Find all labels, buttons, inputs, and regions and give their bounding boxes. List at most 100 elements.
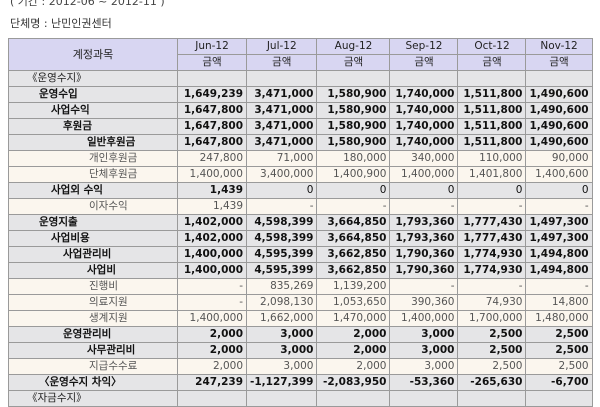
amount-cell: 3,471,000 — [245, 86, 318, 103]
amount-cell: 1,497,300 — [525, 230, 593, 247]
amount-cell: 0 — [389, 182, 459, 199]
amount-cell: 1,511,800 — [457, 134, 527, 151]
amount-cell — [316, 70, 391, 87]
amount-cell: 3,000 — [389, 358, 459, 375]
table-row: 생계지원 1,400,000 1,662,000 1,470,000 1,400,000… — [8, 310, 593, 327]
amount-cell: 1,402,000 — [177, 230, 247, 247]
amount-cell: 71,000 — [245, 150, 318, 167]
table-row: 《자금수지》 — [8, 390, 593, 407]
amount-cell: 3,000 — [245, 342, 318, 359]
account-label: 사무관리비 — [8, 342, 178, 359]
amount-cell — [457, 390, 527, 407]
account-label: 〈운영수지 차익〉 — [8, 374, 178, 391]
account-label: 이자수익 — [8, 198, 178, 215]
amount-cell: 1,740,000 — [389, 86, 459, 103]
account-label: 후원금 — [8, 118, 178, 135]
amount-cell: 2,000 — [177, 342, 247, 359]
amount-cell: 1,494,800 — [525, 246, 593, 263]
amount-cell: 1,580,900 — [316, 86, 391, 103]
amount-cell — [389, 70, 459, 87]
table-row: 운영지출 1,402,000 4,598,399 3,664,850 1,793,360… — [8, 214, 593, 231]
amount-header: 금액 — [389, 54, 459, 71]
amount-cell: 1,400,000 — [177, 262, 247, 279]
table-row: 사업수익 1,647,800 3,471,000 1,580,900 1,740,000… — [8, 102, 593, 119]
amount-cell: 3,400,000 — [245, 166, 318, 183]
amount-cell: 247,239 — [177, 374, 247, 391]
period-label: ( 기간 : 2012-06 ~ 2012-11 ) — [10, 0, 165, 8]
amount-cell: 2,500 — [525, 342, 593, 359]
amount-cell: - — [177, 294, 247, 311]
amount-cell: 1,511,800 — [457, 102, 527, 119]
table-row: 〈운영수지 차익〉 247,239 -1,127,399 -2,083,950 -53,… — [8, 374, 593, 391]
amount-cell: 1,439 — [177, 182, 247, 199]
amount-cell: 1,400,000 — [389, 310, 459, 327]
amount-cell: 14,800 — [525, 294, 593, 311]
amount-cell: 1,511,800 — [457, 86, 527, 103]
amount-cell: - — [177, 278, 247, 295]
amount-cell: 835,269 — [245, 278, 318, 295]
table-row: 사업외 수익 1,439 0 0 0 0 0 — [8, 182, 593, 199]
amount-cell: 1,649,239 — [177, 86, 247, 103]
amount-cell: 1,740,000 — [389, 102, 459, 119]
amount-cell: - — [389, 198, 459, 215]
amount-cell: 0 — [525, 182, 593, 199]
amount-cell: 1,790,360 — [389, 246, 459, 263]
amount-cell: 1,139,200 — [316, 278, 391, 295]
amount-cell: 1,494,800 — [525, 262, 593, 279]
amount-cell: 1,662,000 — [245, 310, 318, 327]
amount-cell: 4,595,399 — [245, 262, 318, 279]
account-label: 단체후원금 — [8, 166, 178, 183]
organization-label: 단체명 : 난민인권센터 — [10, 17, 112, 30]
account-label: 의료지원 — [8, 294, 178, 311]
amount-cell: 180,000 — [316, 150, 391, 167]
amount-cell: - — [389, 278, 459, 295]
account-label: 사업외 수익 — [8, 182, 178, 199]
amount-cell — [525, 70, 593, 87]
amount-cell: 2,098,130 — [245, 294, 318, 311]
amount-cell: 247,800 — [177, 150, 247, 167]
amount-cell: 2,500 — [525, 326, 593, 343]
amount-cell: 1,470,000 — [316, 310, 391, 327]
month-header: Sep-12 — [389, 38, 459, 55]
amount-cell: 3,471,000 — [245, 118, 318, 135]
amount-cell: -53,360 — [389, 374, 459, 391]
amount-cell: 90,000 — [525, 150, 593, 167]
table-row: 의료지원 -2,098,130 1,053,650 390,360 74,930 14,8… — [8, 294, 593, 311]
account-label: 《운영수지》 — [8, 70, 178, 87]
amount-cell: 3,471,000 — [245, 134, 318, 151]
amount-cell: 3,471,000 — [245, 102, 318, 119]
amount-cell: 3,000 — [389, 326, 459, 343]
amount-cell: 0 — [245, 182, 318, 199]
amount-cell: 1,790,360 — [389, 262, 459, 279]
amount-cell: 1,580,900 — [316, 102, 391, 119]
amount-cell: 1,774,930 — [457, 262, 527, 279]
account-label: 생계지원 — [8, 310, 178, 327]
amount-cell: 1,490,600 — [525, 102, 593, 119]
amount-cell — [525, 390, 593, 407]
account-label: 지급수수료 — [8, 358, 178, 375]
amount-cell: -1,127,399 — [245, 374, 318, 391]
amount-cell: 1,777,430 — [457, 230, 527, 247]
amount-cell: 1,740,000 — [389, 118, 459, 135]
table-row: 개인후원금 247,800 71,000 180,000 340,000 110,000 9… — [8, 150, 593, 167]
account-label: 운영관리비 — [8, 326, 178, 343]
amount-cell: 2,000 — [177, 326, 247, 343]
financial-table: 계정과목 Jun-12 Jul-12 Aug-12 Sep-12 Oct-12 Nov-1… — [8, 38, 593, 407]
amount-cell: 3,662,850 — [316, 246, 391, 263]
amount-cell: 1,400,900 — [316, 166, 391, 183]
amount-cell: 1,400,000 — [177, 310, 247, 327]
amount-header: 금액 — [245, 54, 318, 71]
amount-header: 금액 — [316, 54, 391, 71]
amount-cell: -2,083,950 — [316, 374, 391, 391]
amount-cell: 3,000 — [245, 358, 318, 375]
month-header: Oct-12 — [457, 38, 527, 55]
amount-cell: 2,500 — [457, 358, 527, 375]
amount-cell: 2,000 — [316, 358, 391, 375]
amount-cell — [177, 70, 247, 87]
amount-cell: 1,793,360 — [389, 230, 459, 247]
table-row: 일반후원금 1,647,800 3,471,000 1,580,900 1,740,00… — [8, 134, 593, 151]
amount-cell: 74,930 — [457, 294, 527, 311]
account-label: 사업비 — [8, 262, 178, 279]
amount-cell: 1,400,000 — [177, 246, 247, 263]
amount-cell: 1,647,800 — [177, 102, 247, 119]
